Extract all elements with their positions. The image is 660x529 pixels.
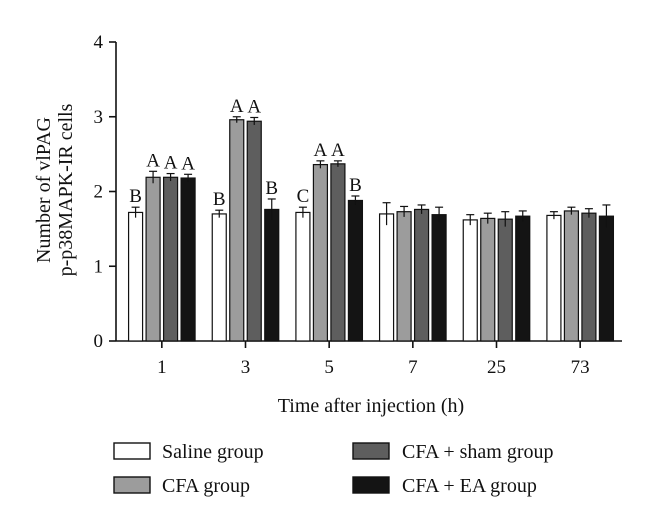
bar xyxy=(211,213,227,342)
bar xyxy=(330,163,346,342)
bar xyxy=(180,177,196,342)
significance-label: A xyxy=(247,96,261,117)
bar xyxy=(162,176,179,342)
significance-label: A xyxy=(331,140,345,161)
x-tick-label: 5 xyxy=(324,357,334,378)
legend-label-cfa-sham: CFA + sham group xyxy=(402,441,553,463)
legend-label-cfa: CFA group xyxy=(162,475,250,497)
legend-item-saline: Saline group xyxy=(113,441,264,463)
x-tick-label: 3 xyxy=(241,357,251,378)
legend: Saline group CFA group CFA + sham group … xyxy=(113,441,553,497)
bar xyxy=(598,215,615,342)
bar xyxy=(145,176,161,342)
legend-swatch-cfa-sham xyxy=(352,442,390,460)
y-tick-label: 3 xyxy=(94,107,104,128)
legend-label-saline: Saline group xyxy=(162,441,264,463)
legend-item-cfa-ea: CFA + EA group xyxy=(352,475,537,497)
legend-swatch-cfa-ea xyxy=(352,476,390,494)
y-tick-label: 2 xyxy=(94,182,104,203)
legend-label-cfa-ea: CFA + EA group xyxy=(402,475,537,497)
significance-label: B xyxy=(349,175,362,196)
bar xyxy=(462,219,478,342)
bar xyxy=(312,163,329,342)
bar xyxy=(127,211,144,342)
bar xyxy=(229,119,245,342)
significance-label: B xyxy=(129,186,142,207)
bar xyxy=(515,215,531,342)
y-axis-title-line-2: p-p38MAPK-IR cells xyxy=(55,103,77,276)
bar xyxy=(581,212,597,342)
bar xyxy=(246,120,262,342)
bar xyxy=(563,210,580,342)
y-tick-label: 1 xyxy=(94,256,104,277)
significance-label: C xyxy=(297,186,310,207)
y-tick-label: 0 xyxy=(94,331,104,352)
y-axis-title-line-1: Number of vlPAG xyxy=(33,117,55,263)
legend-swatch-cfa xyxy=(113,476,151,494)
legend-item-cfa-sham: CFA + sham group xyxy=(352,441,553,463)
bar xyxy=(431,214,447,342)
x-tick-label: 7 xyxy=(408,357,418,378)
significance-label: A xyxy=(164,153,178,174)
significance-label: A xyxy=(314,140,328,161)
x-axis-title: Time after injection (h) xyxy=(278,395,464,417)
significance-label: B xyxy=(213,189,226,210)
significance-label: A xyxy=(181,153,195,174)
bar xyxy=(480,217,496,342)
bar xyxy=(264,208,280,342)
x-tick-label: 1 xyxy=(157,357,167,378)
bar xyxy=(396,211,412,342)
legend-swatch-saline xyxy=(113,442,151,460)
significance-label: A xyxy=(230,96,244,117)
bar xyxy=(378,213,395,342)
x-tick-label: 25 xyxy=(487,357,506,378)
significance-label: A xyxy=(146,150,160,171)
bar xyxy=(497,218,513,342)
significance-label: B xyxy=(265,178,278,199)
y-tick-label: 4 xyxy=(94,32,104,53)
bar xyxy=(413,208,430,342)
x-tick-label: 73 xyxy=(571,357,590,378)
bar xyxy=(347,199,364,342)
bar xyxy=(295,211,311,342)
bar xyxy=(546,214,562,342)
legend-item-cfa: CFA group xyxy=(113,475,250,497)
